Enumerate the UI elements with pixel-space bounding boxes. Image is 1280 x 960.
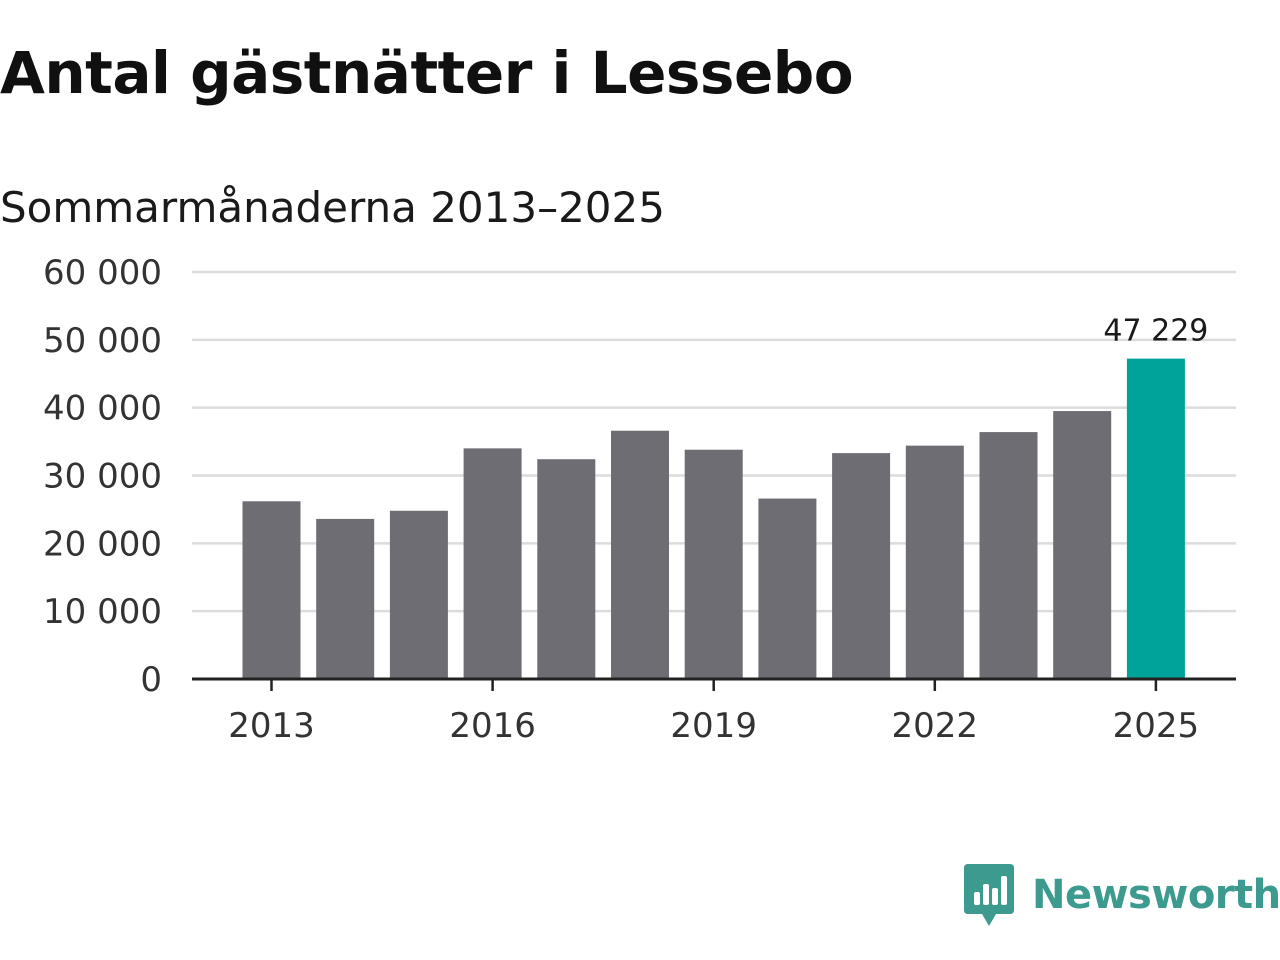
newsworthy-logo-icon (964, 864, 1014, 926)
chart-subtitle: Sommarmånaderna 2013–2025 (0, 183, 665, 232)
x-tick-label: 2016 (449, 706, 536, 746)
value-label: 47 229 (1103, 314, 1208, 349)
y-tick-label: 50 000 (43, 321, 162, 361)
bar-2015 (389, 510, 448, 679)
y-tick-label: 60 000 (43, 253, 162, 293)
y-tick-label: 40 000 (43, 389, 162, 429)
bar-2019 (684, 449, 743, 679)
bar-chart: 0 10 000 20 000 30 000 40 000 50 000 60 000 20… (43, 253, 1236, 746)
x-tick-label: 2025 (1113, 706, 1200, 746)
y-tick-label: 20 000 (43, 524, 162, 564)
newsworthy-logo: Newsworthy (964, 862, 1280, 928)
bar-2025 (1126, 358, 1185, 679)
y-tick-label: 10 000 (43, 592, 162, 632)
bar-2021 (832, 453, 891, 679)
brand-name: Newsworthy (1032, 872, 1280, 918)
y-axis-labels: 0 10 000 20 000 30 000 40 000 50 000 60 000 (43, 253, 162, 700)
x-axis-labels: 2013 2016 2019 2022 2025 (228, 706, 1199, 746)
bar-2016 (463, 448, 522, 679)
x-tick-label: 2022 (892, 706, 979, 746)
annotations: 47 229 (1103, 314, 1208, 349)
bar-2022 (905, 445, 964, 679)
bar-2013 (242, 501, 301, 679)
x-axis (192, 677, 1236, 691)
bar-2018 (611, 430, 669, 679)
chart-title: Antal gästnätter i Lessebo (0, 39, 854, 107)
bar-2014 (316, 518, 375, 679)
x-tick-label: 2013 (228, 706, 315, 746)
bar-2020 (758, 498, 817, 679)
y-tick-label: 0 (140, 660, 162, 700)
x-tick-label: 2019 (670, 706, 757, 746)
bar-2023 (979, 432, 1038, 679)
bars (242, 358, 1185, 679)
y-tick-label: 30 000 (43, 457, 162, 497)
bar-2017 (537, 459, 596, 679)
bar-2024 (1053, 411, 1112, 679)
